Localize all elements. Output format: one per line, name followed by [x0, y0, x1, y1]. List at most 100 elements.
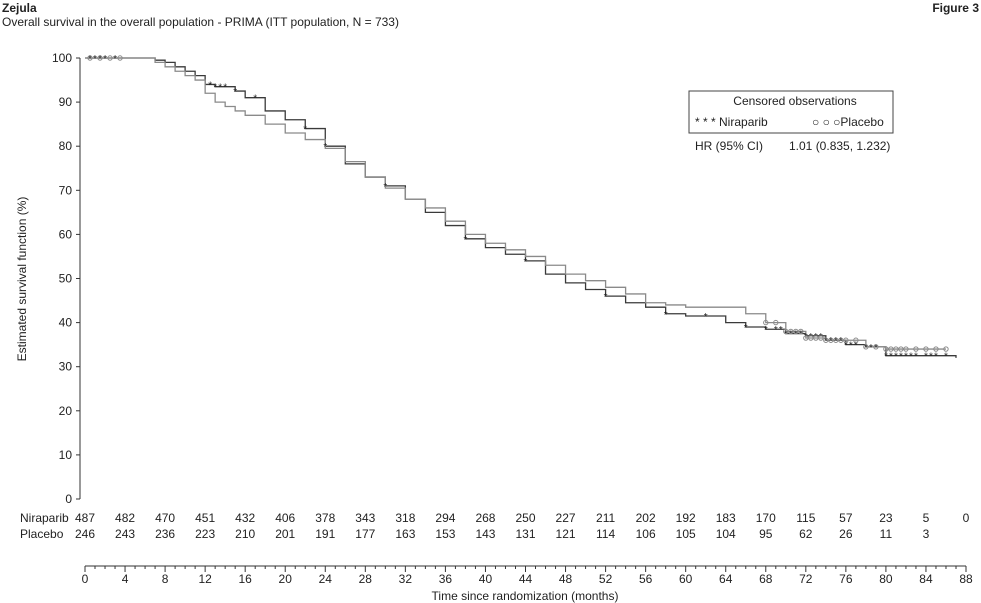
- x-tick-label: 28: [359, 572, 373, 586]
- risk-count: 26: [839, 527, 853, 541]
- censor-mark-placebo: [903, 346, 909, 352]
- x-tick-label: 40: [479, 572, 493, 586]
- censor-mark-niraparib: *: [809, 332, 813, 343]
- censor-mark-niraparib: *: [874, 343, 878, 354]
- x-tick-label: 12: [198, 572, 212, 586]
- y-tick-label: 80: [59, 139, 73, 153]
- risk-count: 105: [676, 527, 696, 541]
- x-tick-label: 24: [319, 572, 333, 586]
- y-axis-label: Estimated survival function (%): [15, 197, 29, 362]
- censor-mark-niraparib: *: [113, 54, 117, 65]
- censor-mark-placebo: [813, 335, 819, 341]
- censor-mark-niraparib: *: [894, 352, 898, 363]
- x-tick-label: 64: [719, 572, 733, 586]
- legend-niraparib: * * * Niraparib: [695, 115, 768, 129]
- x-tick-label: 60: [679, 572, 693, 586]
- censor-mark-placebo: [913, 346, 919, 352]
- censor-mark-niraparib: *: [218, 83, 222, 94]
- censor-mark-niraparib: *: [383, 182, 387, 193]
- risk-count: 243: [115, 527, 135, 541]
- risk-count: 192: [676, 511, 696, 525]
- censor-mark-niraparib: *: [839, 336, 843, 347]
- censor-mark-placebo: [838, 337, 844, 343]
- risk-count: 153: [435, 527, 455, 541]
- censor-mark-niraparib: *: [794, 330, 798, 341]
- censor-mark-niraparib: *: [524, 257, 528, 268]
- censor-mark-placebo: [783, 328, 789, 335]
- y-tick-label: 90: [59, 95, 73, 109]
- x-tick-label: 32: [399, 572, 413, 586]
- censor-mark-placebo: [888, 346, 894, 352]
- censor-mark-niraparib: *: [303, 125, 307, 136]
- x-axis-label: Time since randomization (months): [432, 589, 619, 603]
- risk-count: 318: [395, 511, 415, 525]
- x-tick-label: 80: [879, 572, 893, 586]
- y-tick-label: 70: [59, 183, 73, 197]
- risk-count: 106: [636, 527, 656, 541]
- risk-count: 177: [355, 527, 375, 541]
- censor-mark-placebo: [823, 337, 829, 343]
- censor-mark-placebo: [933, 346, 939, 352]
- censor-mark-niraparib: *: [789, 330, 793, 341]
- censor-mark-niraparib: *: [213, 83, 217, 94]
- censor-mark-placebo: [808, 335, 814, 341]
- risk-count: 11: [880, 527, 893, 541]
- x-tick-label: 88: [959, 572, 973, 586]
- risk-count: 227: [556, 511, 576, 525]
- risk-count: 236: [155, 527, 175, 541]
- chart-title: Overall survival in the overall populati…: [2, 15, 399, 29]
- risk-count: 115: [796, 511, 815, 525]
- censor-mark-niraparib: *: [914, 352, 918, 363]
- censor-mark-niraparib: *: [824, 336, 828, 347]
- censor-mark-niraparib: *: [889, 352, 893, 363]
- censor-mark-placebo: [843, 337, 849, 343]
- risk-count: 246: [75, 527, 95, 541]
- x-tick-label: 56: [639, 572, 653, 586]
- censor-mark-niraparib: *: [744, 323, 748, 334]
- risk-count: 451: [195, 511, 215, 525]
- x-tick-label: 16: [239, 572, 253, 586]
- censor-mark-niraparib: *: [834, 336, 838, 347]
- x-tick-label: 36: [439, 572, 453, 586]
- censor-mark-placebo: [883, 346, 889, 352]
- censor-mark-placebo: [923, 346, 929, 352]
- hr-value: 1.01 (0.835, 1.232): [789, 139, 890, 153]
- censor-mark-niraparib: *: [223, 83, 227, 94]
- risk-count: 482: [115, 511, 135, 525]
- risk-count: 223: [195, 527, 215, 541]
- y-tick-label: 10: [59, 448, 73, 462]
- censor-mark-niraparib: *: [904, 352, 908, 363]
- censor-mark-niraparib: *: [323, 142, 327, 153]
- y-tick-label: 30: [59, 360, 73, 374]
- y-tick-label: 50: [59, 272, 73, 286]
- risk-count: 62: [799, 527, 813, 541]
- chart-header: Zejula Overall survival in the overall p…: [2, 1, 399, 29]
- censor-mark-niraparib: *: [864, 343, 868, 354]
- risk-row-label: Placebo: [20, 527, 64, 541]
- x-tick-label: 20: [279, 572, 293, 586]
- censor-mark-placebo: [793, 328, 799, 335]
- risk-row-label: Niraparib: [20, 511, 69, 525]
- censor-mark-placebo: [873, 344, 879, 350]
- censor-mark-placebo: [828, 337, 834, 343]
- censor-mark-niraparib: *: [764, 325, 768, 336]
- censor-mark-placebo: [833, 337, 839, 343]
- censor-mark-niraparib: *: [784, 330, 788, 341]
- figure-label: Figure 3: [932, 1, 979, 15]
- censor-mark-niraparib: *: [704, 312, 708, 323]
- x-tick-label: 8: [162, 572, 169, 586]
- x-tick-label: 84: [919, 572, 933, 586]
- y-tick-label: 0: [65, 492, 72, 506]
- censor-mark-niraparib: *: [934, 352, 938, 363]
- censor-mark-placebo: [893, 346, 899, 352]
- censor-mark-niraparib: *: [929, 352, 933, 363]
- censor-mark-niraparib: *: [909, 352, 913, 363]
- censor-mark-niraparib: *: [869, 343, 873, 354]
- risk-count: 250: [515, 511, 535, 525]
- risk-count: 3: [923, 527, 930, 541]
- risk-count: 5: [923, 511, 930, 525]
- censor-mark-niraparib: *: [774, 325, 778, 336]
- censor-mark-niraparib: *: [93, 54, 97, 65]
- risk-count: 95: [759, 527, 773, 541]
